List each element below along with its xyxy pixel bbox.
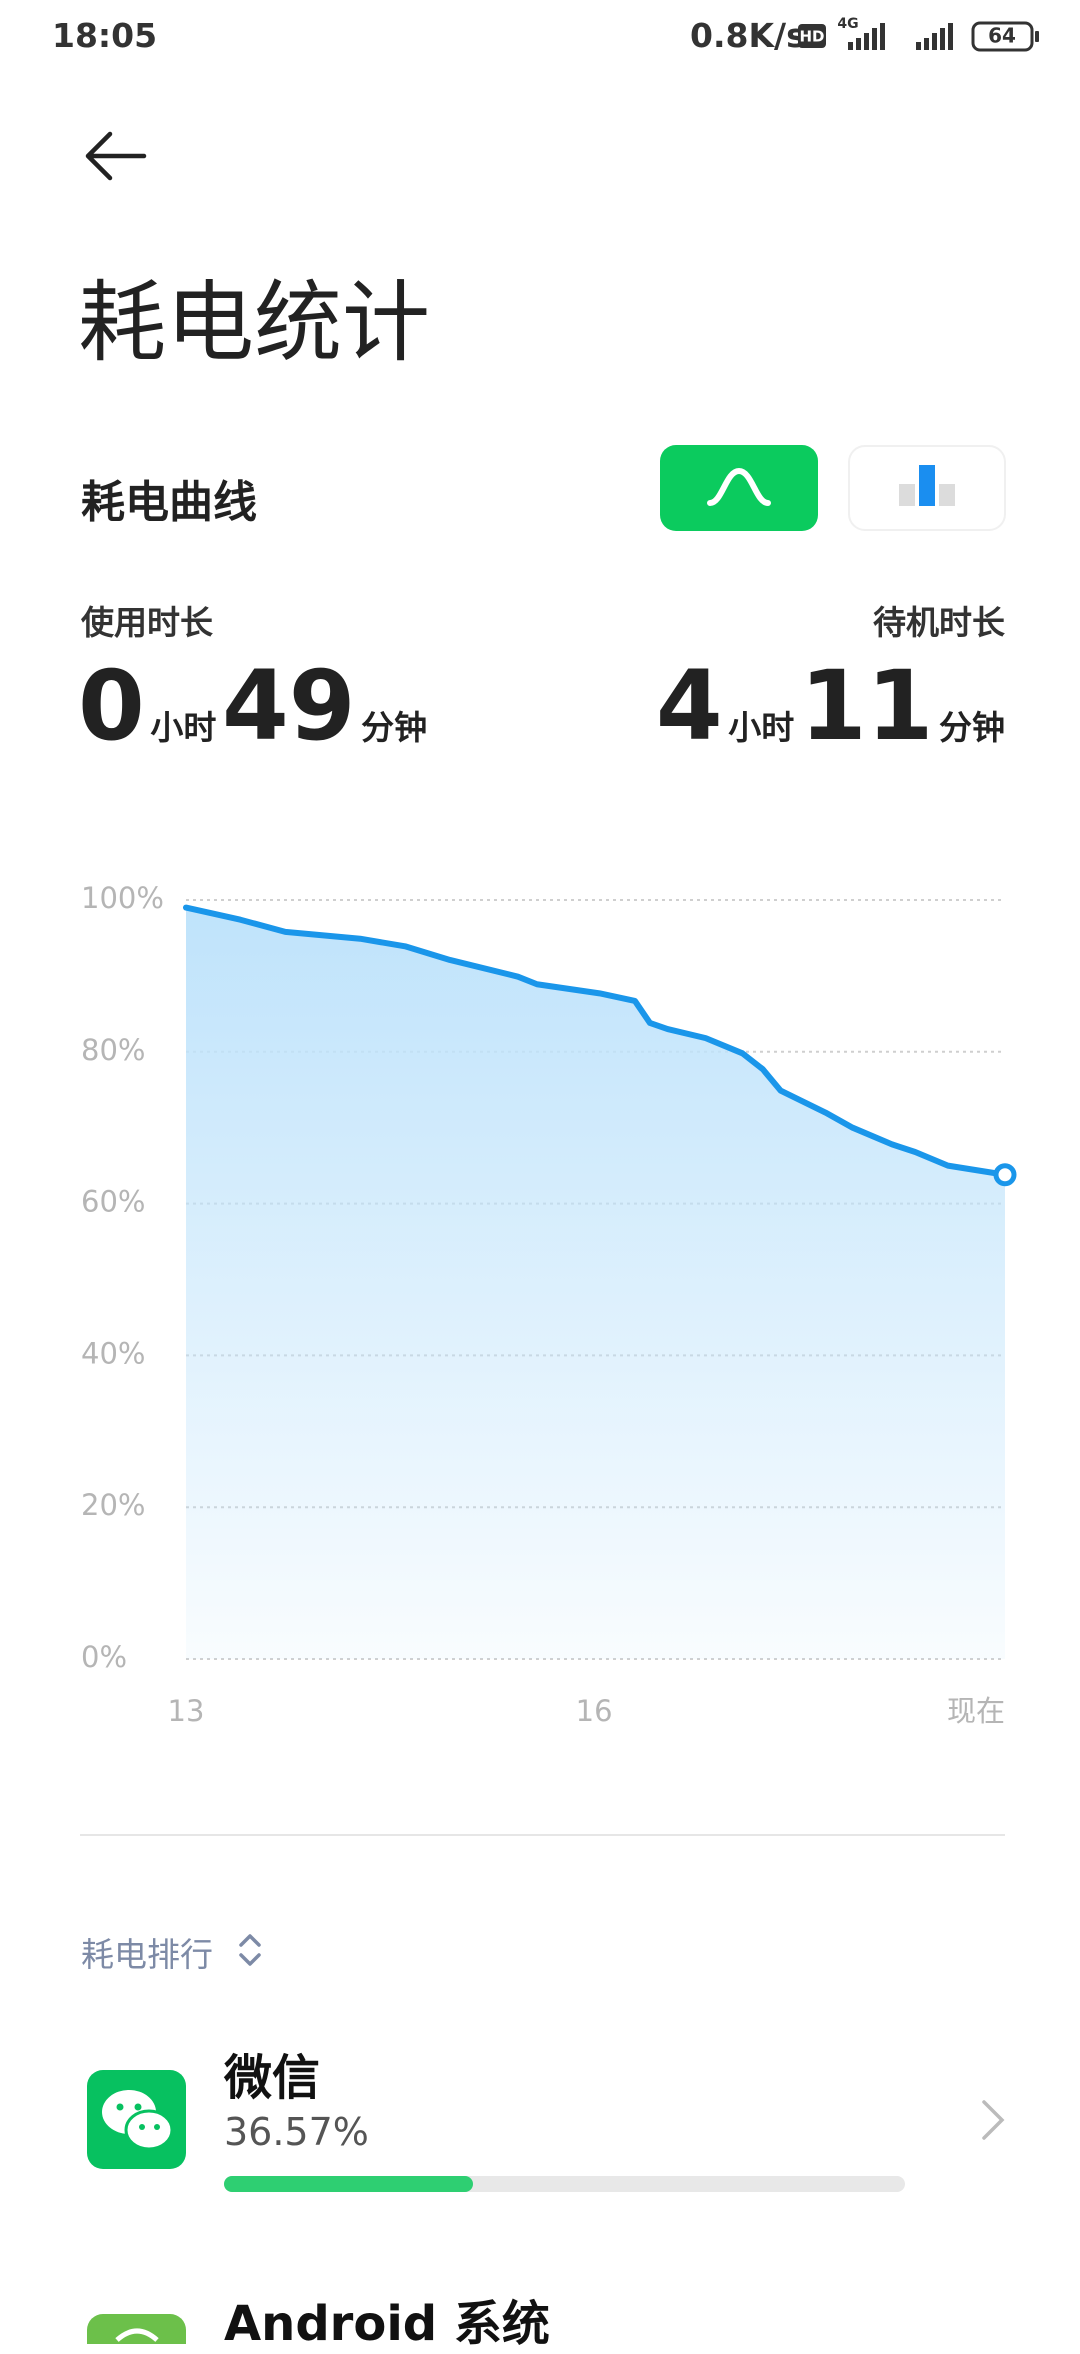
signal-2 xyxy=(916,23,953,50)
usage-hours: 0 xyxy=(78,650,145,762)
battery xyxy=(971,21,1034,52)
area xyxy=(186,907,1005,1659)
x-tick-label: 13 xyxy=(168,1694,205,1728)
usage-minutes-unit: 分钟 xyxy=(361,708,428,747)
wechat-icon xyxy=(87,2070,186,2169)
battery-text: 64 xyxy=(988,24,1016,48)
standby-minutes-unit: 分钟 xyxy=(939,708,1005,747)
usage-duration: 0 小时 49 分钟 xyxy=(78,650,427,762)
status-speed: 0.8K/s xyxy=(690,16,806,55)
section-title: 耗电曲线 xyxy=(81,477,257,528)
app-name: Android 系统 xyxy=(224,2296,550,2352)
x-tick-label: 现在 xyxy=(947,1694,1005,1728)
divider xyxy=(80,1834,1005,1836)
end-point xyxy=(993,1163,1017,1187)
standby-hours: 4 xyxy=(655,650,723,762)
chevron[interactable] xyxy=(978,2096,1008,2144)
y-tick-label: 0% xyxy=(81,1640,127,1674)
hd-badge xyxy=(798,24,826,48)
usage-hours-unit: 小时 xyxy=(150,708,217,747)
curve-toggle[interactable] xyxy=(660,445,820,533)
android-icon xyxy=(87,2314,186,2344)
bar-toggle[interactable] xyxy=(846,443,1010,535)
y-tick-label: 100% xyxy=(81,881,164,915)
hd-text: HD xyxy=(799,28,824,46)
standby-label: 待机时长 xyxy=(873,603,1005,642)
back-button[interactable] xyxy=(84,130,150,182)
battery-tip xyxy=(1035,31,1039,42)
sort-icon[interactable] xyxy=(236,1930,264,1970)
y-tick-label: 40% xyxy=(81,1336,145,1370)
usage-label: 使用时长 xyxy=(81,603,213,642)
status-icons: HD 4G 64 xyxy=(798,16,1039,52)
battery-chart: 0% 20% 40% 60% 80% 100% 13 16 现在 xyxy=(81,881,1017,1728)
signal-1 xyxy=(848,23,885,50)
y-tick-label: 60% xyxy=(81,1185,145,1219)
x-tick-label: 16 xyxy=(576,1694,613,1728)
standby-hours-unit: 小时 xyxy=(728,708,795,747)
ranking-title[interactable]: 耗电排行 xyxy=(81,1935,213,1974)
standby-duration: 4 小时 11 分钟 xyxy=(656,650,1005,762)
usage-minutes: 49 xyxy=(221,650,356,762)
standby-minutes: 11 xyxy=(799,650,934,762)
y-tick-label: 20% xyxy=(81,1488,145,1522)
y-tick-label: 80% xyxy=(81,1033,145,1067)
progress-track xyxy=(224,2176,905,2192)
status-time: 18:05 xyxy=(52,16,158,55)
line xyxy=(183,904,1008,1178)
progress-bar xyxy=(224,2176,474,2192)
app-percent: 36.57% xyxy=(224,2110,369,2154)
app-name: 微信 xyxy=(224,2050,321,2106)
network-text: 4G xyxy=(837,16,858,32)
page-title: 耗电统计 xyxy=(78,271,431,374)
